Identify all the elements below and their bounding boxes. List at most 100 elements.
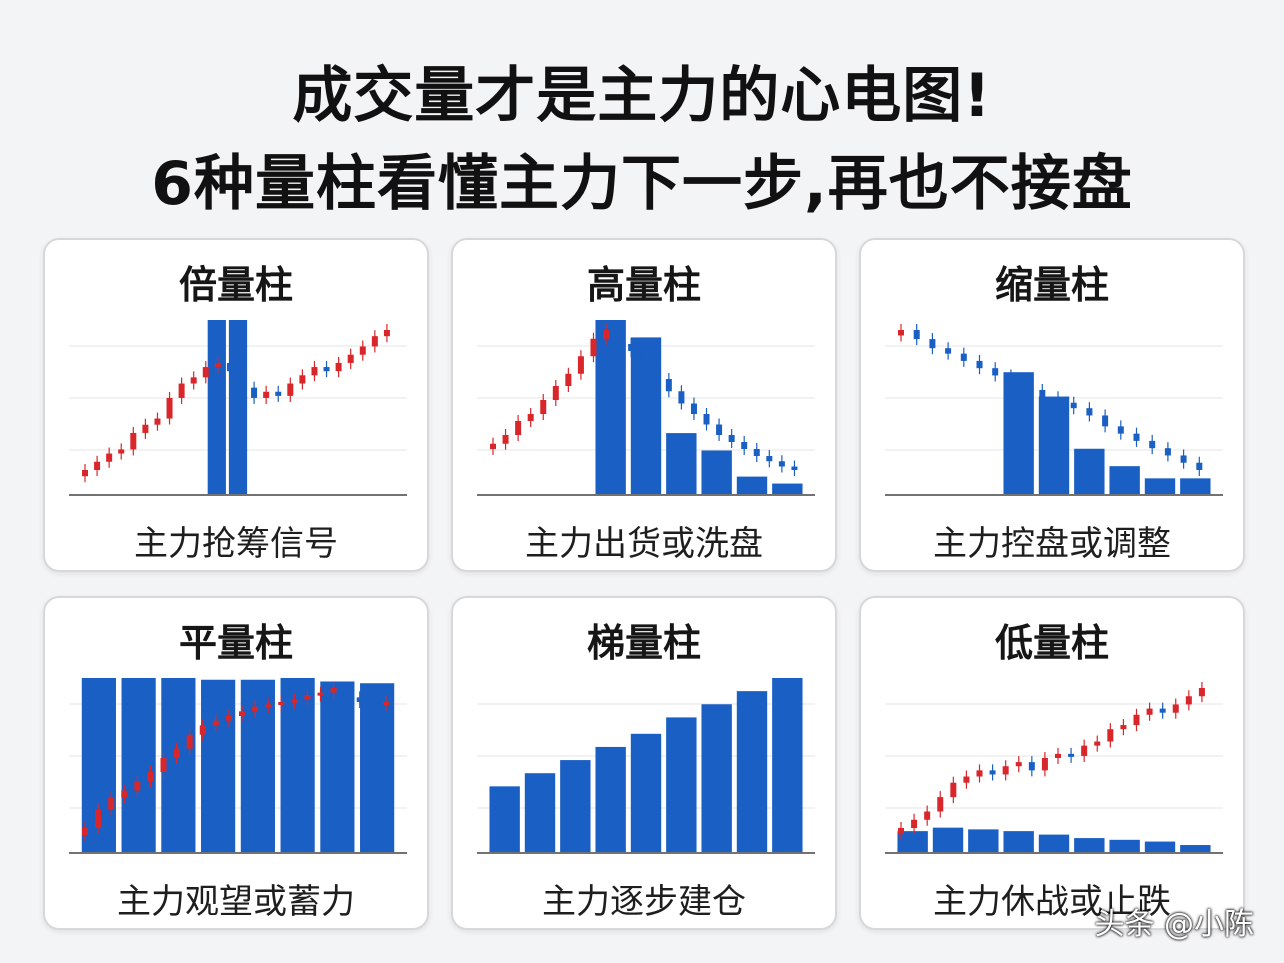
volume-bar bbox=[228, 320, 248, 494]
candle-body bbox=[1068, 753, 1075, 757]
candle-body bbox=[371, 336, 378, 347]
card-caption: 主力休战或止跌 bbox=[933, 882, 1171, 922]
volume-bar bbox=[1109, 466, 1140, 494]
volume-bar bbox=[280, 678, 315, 852]
candle-body bbox=[178, 383, 185, 398]
volume-bar bbox=[1003, 831, 1034, 852]
volume-bar bbox=[121, 678, 156, 852]
card-title: 缩量柱 bbox=[994, 263, 1109, 307]
candle-body bbox=[173, 748, 180, 758]
candle-body bbox=[1070, 402, 1077, 409]
candle-body bbox=[1117, 426, 1124, 434]
candle-body bbox=[202, 367, 209, 378]
candle-body bbox=[1002, 766, 1009, 775]
card-caption: 主力控盘或调整 bbox=[933, 524, 1171, 564]
candle-body bbox=[603, 330, 610, 339]
candle-body bbox=[716, 424, 723, 435]
candle-body bbox=[913, 330, 920, 340]
candle-body bbox=[898, 330, 904, 336]
candle-body bbox=[665, 379, 672, 392]
candle-body bbox=[304, 695, 311, 700]
candle-body bbox=[753, 449, 760, 456]
volume-bar bbox=[1074, 838, 1105, 852]
candle-body bbox=[95, 809, 102, 828]
volume-bar bbox=[560, 760, 591, 852]
volume-bar bbox=[1144, 478, 1176, 494]
candle-body bbox=[1086, 408, 1093, 416]
candle-body bbox=[527, 414, 534, 421]
candle-body bbox=[615, 330, 622, 344]
card-ti-liang-zhu: 梯量柱 主力逐步建仓 bbox=[451, 596, 837, 930]
candle-body bbox=[347, 354, 354, 363]
candle-body bbox=[950, 782, 957, 798]
candle-body bbox=[1007, 375, 1014, 380]
candle-body bbox=[251, 387, 258, 398]
candle-body bbox=[121, 790, 128, 798]
candle-body bbox=[226, 362, 233, 372]
card-gao-liang-zhu: 高量柱 主力出货或洗盘 bbox=[451, 238, 837, 572]
candle-body bbox=[239, 711, 245, 716]
candle-body bbox=[741, 442, 748, 449]
volume-bar bbox=[1038, 834, 1070, 852]
candle-body bbox=[252, 706, 259, 712]
candle-body bbox=[552, 386, 559, 400]
candle-body bbox=[190, 377, 197, 384]
volume-bar bbox=[201, 679, 236, 852]
card-caption: 主力观望或蓄力 bbox=[117, 882, 355, 922]
candle-body bbox=[653, 365, 660, 379]
candle-body bbox=[130, 432, 137, 450]
candle-body bbox=[287, 383, 294, 396]
candle-body bbox=[299, 375, 306, 384]
candle-body bbox=[1055, 397, 1061, 403]
candle-body bbox=[335, 362, 342, 372]
candle-body bbox=[937, 797, 944, 812]
candle-body bbox=[992, 368, 999, 376]
candle-body bbox=[766, 456, 773, 462]
volume-bar bbox=[772, 678, 803, 852]
volume-bar bbox=[701, 704, 732, 852]
candle-body bbox=[565, 373, 572, 386]
candle-body bbox=[382, 702, 389, 705]
candle-body bbox=[1149, 440, 1156, 449]
candle-body bbox=[369, 702, 376, 705]
candle-body bbox=[1015, 762, 1022, 767]
candle-body bbox=[1159, 708, 1166, 713]
candle-body bbox=[343, 688, 350, 698]
volume-bar bbox=[595, 320, 626, 494]
candle-body bbox=[960, 353, 967, 361]
candle-body bbox=[82, 828, 88, 835]
card-di-liang-zhu: 低量柱 主力休战或止跌 bbox=[859, 596, 1245, 930]
volume-bar bbox=[489, 786, 520, 852]
watermark: 头条 @小陈 bbox=[1094, 907, 1254, 942]
candle-body bbox=[1172, 704, 1179, 713]
candle-body bbox=[1180, 455, 1187, 463]
volume-bar bbox=[161, 678, 196, 852]
candle-body bbox=[1041, 758, 1048, 771]
candle-body bbox=[317, 692, 324, 696]
candle-body bbox=[383, 330, 390, 337]
volume-chart bbox=[477, 320, 815, 496]
candle-body bbox=[1107, 729, 1114, 742]
candle-body bbox=[359, 346, 366, 355]
candle-body bbox=[728, 435, 735, 442]
candle-body bbox=[490, 443, 496, 449]
candle-body bbox=[976, 360, 983, 369]
candle-body bbox=[540, 400, 547, 414]
candle-body bbox=[108, 797, 115, 810]
candle-body bbox=[106, 453, 113, 462]
volume-bar bbox=[595, 746, 626, 852]
headline-line-1: 成交量才是主力的心电图! bbox=[292, 61, 992, 131]
candle-body bbox=[502, 435, 509, 444]
candle-body bbox=[225, 716, 232, 721]
volume-bar bbox=[1144, 841, 1176, 852]
volume-bar bbox=[968, 829, 999, 852]
card-title: 高量柱 bbox=[586, 263, 701, 307]
candle-body bbox=[1039, 390, 1046, 398]
candle-body bbox=[356, 697, 363, 702]
volume-bar bbox=[630, 733, 662, 852]
candle-body bbox=[1164, 448, 1171, 456]
candle-body bbox=[640, 351, 647, 365]
volume-bar bbox=[207, 320, 226, 494]
card-title: 倍量柱 bbox=[178, 263, 293, 307]
volume-bar bbox=[360, 683, 395, 852]
